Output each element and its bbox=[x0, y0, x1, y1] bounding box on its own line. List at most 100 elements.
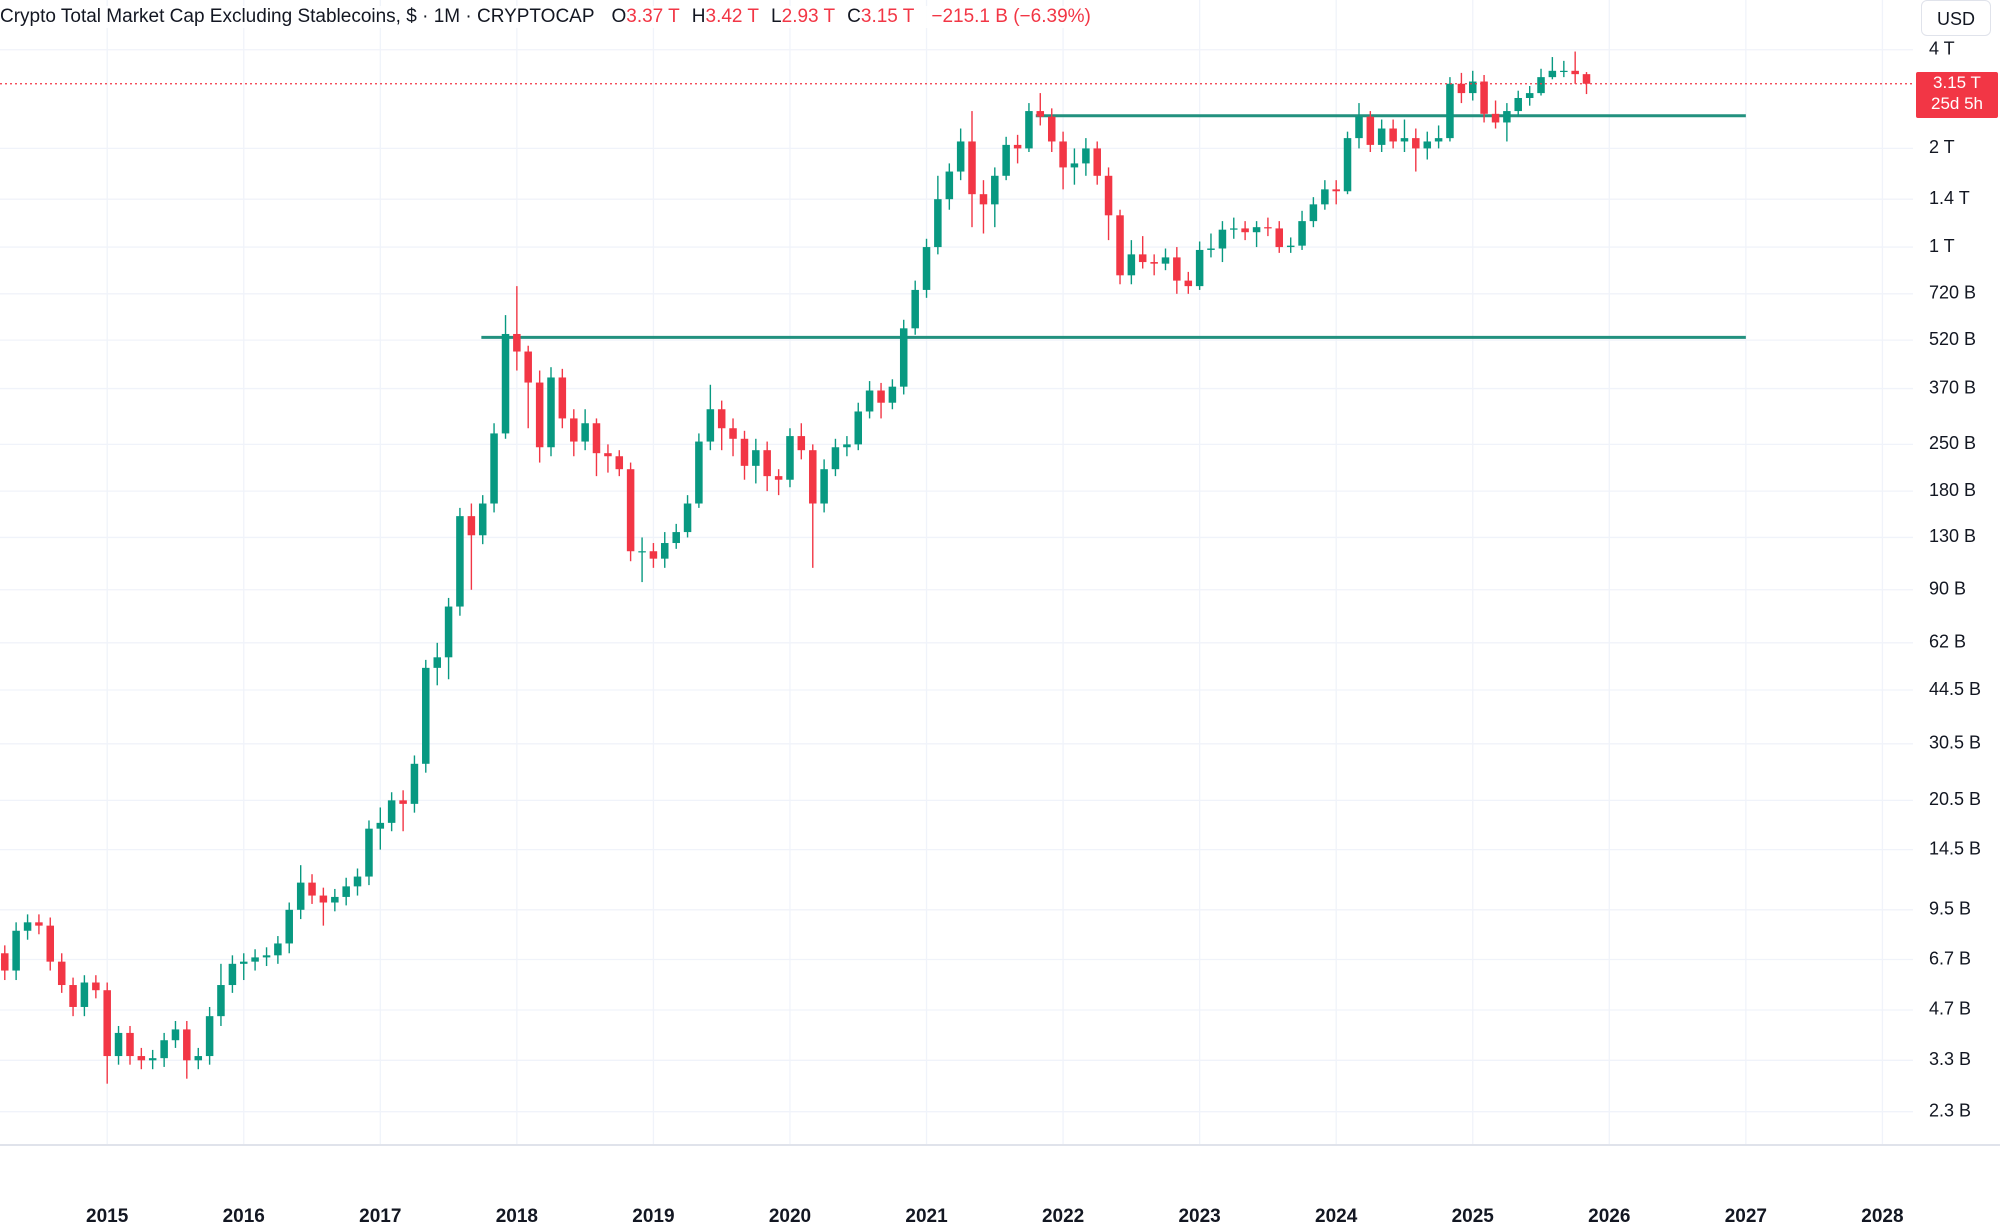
candle-body bbox=[1514, 98, 1522, 112]
candle-body bbox=[57, 961, 66, 986]
candle-body bbox=[1560, 70, 1568, 73]
candle-body bbox=[490, 433, 498, 504]
candle-body bbox=[535, 382, 544, 448]
candle-body bbox=[1434, 138, 1443, 142]
candle-body bbox=[1002, 144, 1010, 176]
candle-body bbox=[1309, 204, 1318, 222]
candle-body bbox=[1082, 148, 1090, 164]
candle-body bbox=[649, 551, 658, 559]
candle-body bbox=[365, 828, 373, 877]
candle-body bbox=[604, 453, 612, 457]
candle-body bbox=[592, 423, 601, 454]
candle-body bbox=[410, 763, 419, 804]
candle-body bbox=[46, 925, 55, 962]
candle-body bbox=[342, 886, 350, 897]
candle-body bbox=[513, 333, 521, 352]
candle-body bbox=[353, 876, 362, 887]
candle-body bbox=[228, 963, 237, 986]
candle-body bbox=[615, 456, 624, 470]
candle-body bbox=[1491, 113, 1500, 123]
candle-body bbox=[979, 194, 988, 205]
candle-body bbox=[1343, 138, 1352, 192]
candle-body bbox=[1275, 228, 1284, 248]
candle-body bbox=[968, 141, 976, 195]
candle-body bbox=[376, 822, 385, 829]
candle-body bbox=[809, 450, 817, 504]
candle-body bbox=[638, 551, 646, 553]
y-tick-label: 2 T bbox=[1929, 137, 1955, 157]
candle-body bbox=[683, 503, 692, 533]
candle-body bbox=[137, 1056, 146, 1061]
candle-body bbox=[854, 411, 863, 445]
y-tick-label: 130 B bbox=[1929, 526, 1976, 546]
candle-body bbox=[80, 982, 89, 1007]
candle-body bbox=[456, 516, 464, 607]
candle-body bbox=[1571, 70, 1579, 75]
candle-body bbox=[1161, 257, 1170, 264]
candle-body bbox=[1104, 175, 1113, 216]
candle-body bbox=[1241, 228, 1249, 233]
y-tick-label: 6.7 B bbox=[1929, 948, 1971, 968]
candle-body bbox=[1480, 81, 1488, 114]
candles bbox=[1, 51, 1591, 1084]
candle-body bbox=[160, 1040, 168, 1059]
candle-body bbox=[922, 247, 931, 290]
candle-body bbox=[717, 409, 726, 429]
x-tick-label: 2027 bbox=[1725, 1206, 1767, 1227]
candle-body bbox=[1070, 163, 1079, 168]
candle-body bbox=[1013, 144, 1022, 149]
y-tick-label: 250 B bbox=[1929, 433, 1976, 453]
candle-body bbox=[763, 450, 771, 477]
candle-body bbox=[1423, 141, 1432, 149]
candle-body bbox=[865, 390, 874, 412]
ohlc-value: 3.42 T bbox=[705, 6, 760, 27]
candle-body bbox=[331, 896, 339, 903]
y-tick-label: 520 B bbox=[1929, 329, 1976, 349]
candle-body bbox=[1286, 245, 1295, 248]
candle-body bbox=[171, 1029, 180, 1041]
y-tick-label: 90 B bbox=[1929, 579, 1966, 599]
currency-button[interactable]: USD bbox=[1921, 0, 1991, 36]
x-tick-label: 2024 bbox=[1315, 1206, 1358, 1227]
candle-body bbox=[1446, 83, 1454, 139]
candle-body bbox=[547, 377, 555, 448]
y-tick-label: 9.5 B bbox=[1929, 899, 1971, 919]
x-tick-label: 2019 bbox=[632, 1206, 674, 1227]
candle-body bbox=[831, 447, 840, 470]
candle-body bbox=[558, 377, 567, 419]
candle-body bbox=[387, 800, 396, 823]
candle-body bbox=[1, 953, 9, 971]
candle-body bbox=[433, 657, 442, 668]
candle-body bbox=[12, 930, 20, 971]
candle-body bbox=[1503, 111, 1511, 123]
ohlc-key: O bbox=[611, 6, 627, 27]
candle-body bbox=[1321, 189, 1329, 205]
x-tick-label: 2017 bbox=[359, 1206, 401, 1227]
grid bbox=[0, 0, 1913, 1145]
candle-body bbox=[1468, 81, 1477, 94]
candle-body bbox=[1173, 257, 1181, 281]
candle-body bbox=[148, 1058, 157, 1061]
y-tick-label: 4.7 B bbox=[1929, 999, 1971, 1019]
candle-body bbox=[1195, 249, 1204, 287]
candle-body bbox=[626, 469, 635, 552]
candle-body bbox=[1207, 248, 1215, 250]
candle-body bbox=[911, 289, 919, 329]
ohlc-value: 2.93 T bbox=[781, 6, 836, 27]
x-tick-label: 2025 bbox=[1452, 1206, 1495, 1227]
candle-body bbox=[1457, 83, 1466, 94]
candle-body bbox=[1525, 93, 1534, 99]
candle-body bbox=[205, 1016, 214, 1057]
candle-body bbox=[1127, 254, 1136, 276]
candle-body bbox=[1332, 189, 1340, 192]
candle-body bbox=[35, 922, 43, 926]
candle-body bbox=[752, 450, 760, 466]
candle-body bbox=[1537, 77, 1545, 94]
candle-body bbox=[1116, 215, 1124, 276]
candle-body bbox=[888, 386, 897, 403]
candle-body bbox=[797, 436, 806, 451]
y-tick-label: 30.5 B bbox=[1929, 733, 1981, 753]
candle-body bbox=[660, 543, 669, 559]
